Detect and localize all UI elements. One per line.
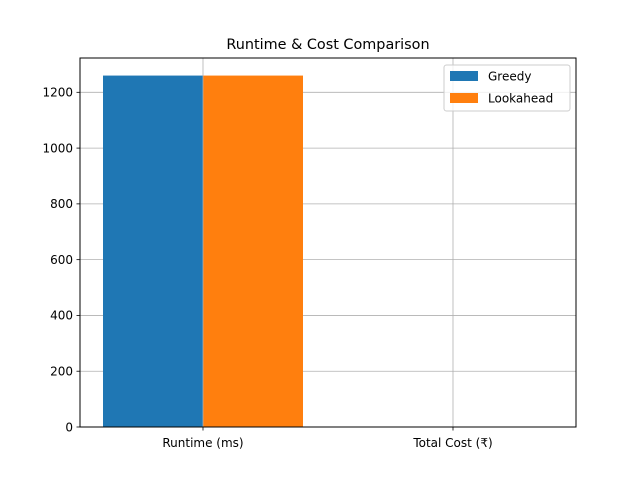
chart-title: Runtime & Cost Comparison: [226, 37, 429, 53]
y-tick-label: 400: [50, 309, 73, 323]
y-tick-label: 800: [50, 197, 73, 211]
vertical-grid: [202, 58, 454, 427]
x-tick-label: Total Cost (₹): [412, 436, 492, 450]
legend: Greedy Lookahead: [443, 64, 571, 112]
bar-lookahead-0: [203, 75, 303, 428]
y-tick-label: 200: [50, 365, 73, 379]
y-tick-label: 1200: [42, 86, 73, 100]
axes: 0 200 400 600 800 1000 1200 Runtime (ms) Total C…: [42, 86, 492, 450]
plot-frame: [79, 57, 577, 428]
legend-label-lookahead: Lookahead: [488, 91, 553, 105]
bar-greedy-0: [103, 75, 203, 428]
x-tick-label: Runtime (ms): [162, 436, 243, 450]
y-tick-label: 600: [50, 253, 73, 267]
legend-label-greedy: Greedy: [488, 69, 531, 83]
bars: [103, 75, 303, 428]
y-tick-label: 0: [65, 420, 73, 434]
legend-swatch-lookahead: [450, 93, 478, 103]
legend-swatch-greedy: [450, 71, 478, 81]
y-tick-label: 1000: [42, 141, 73, 155]
